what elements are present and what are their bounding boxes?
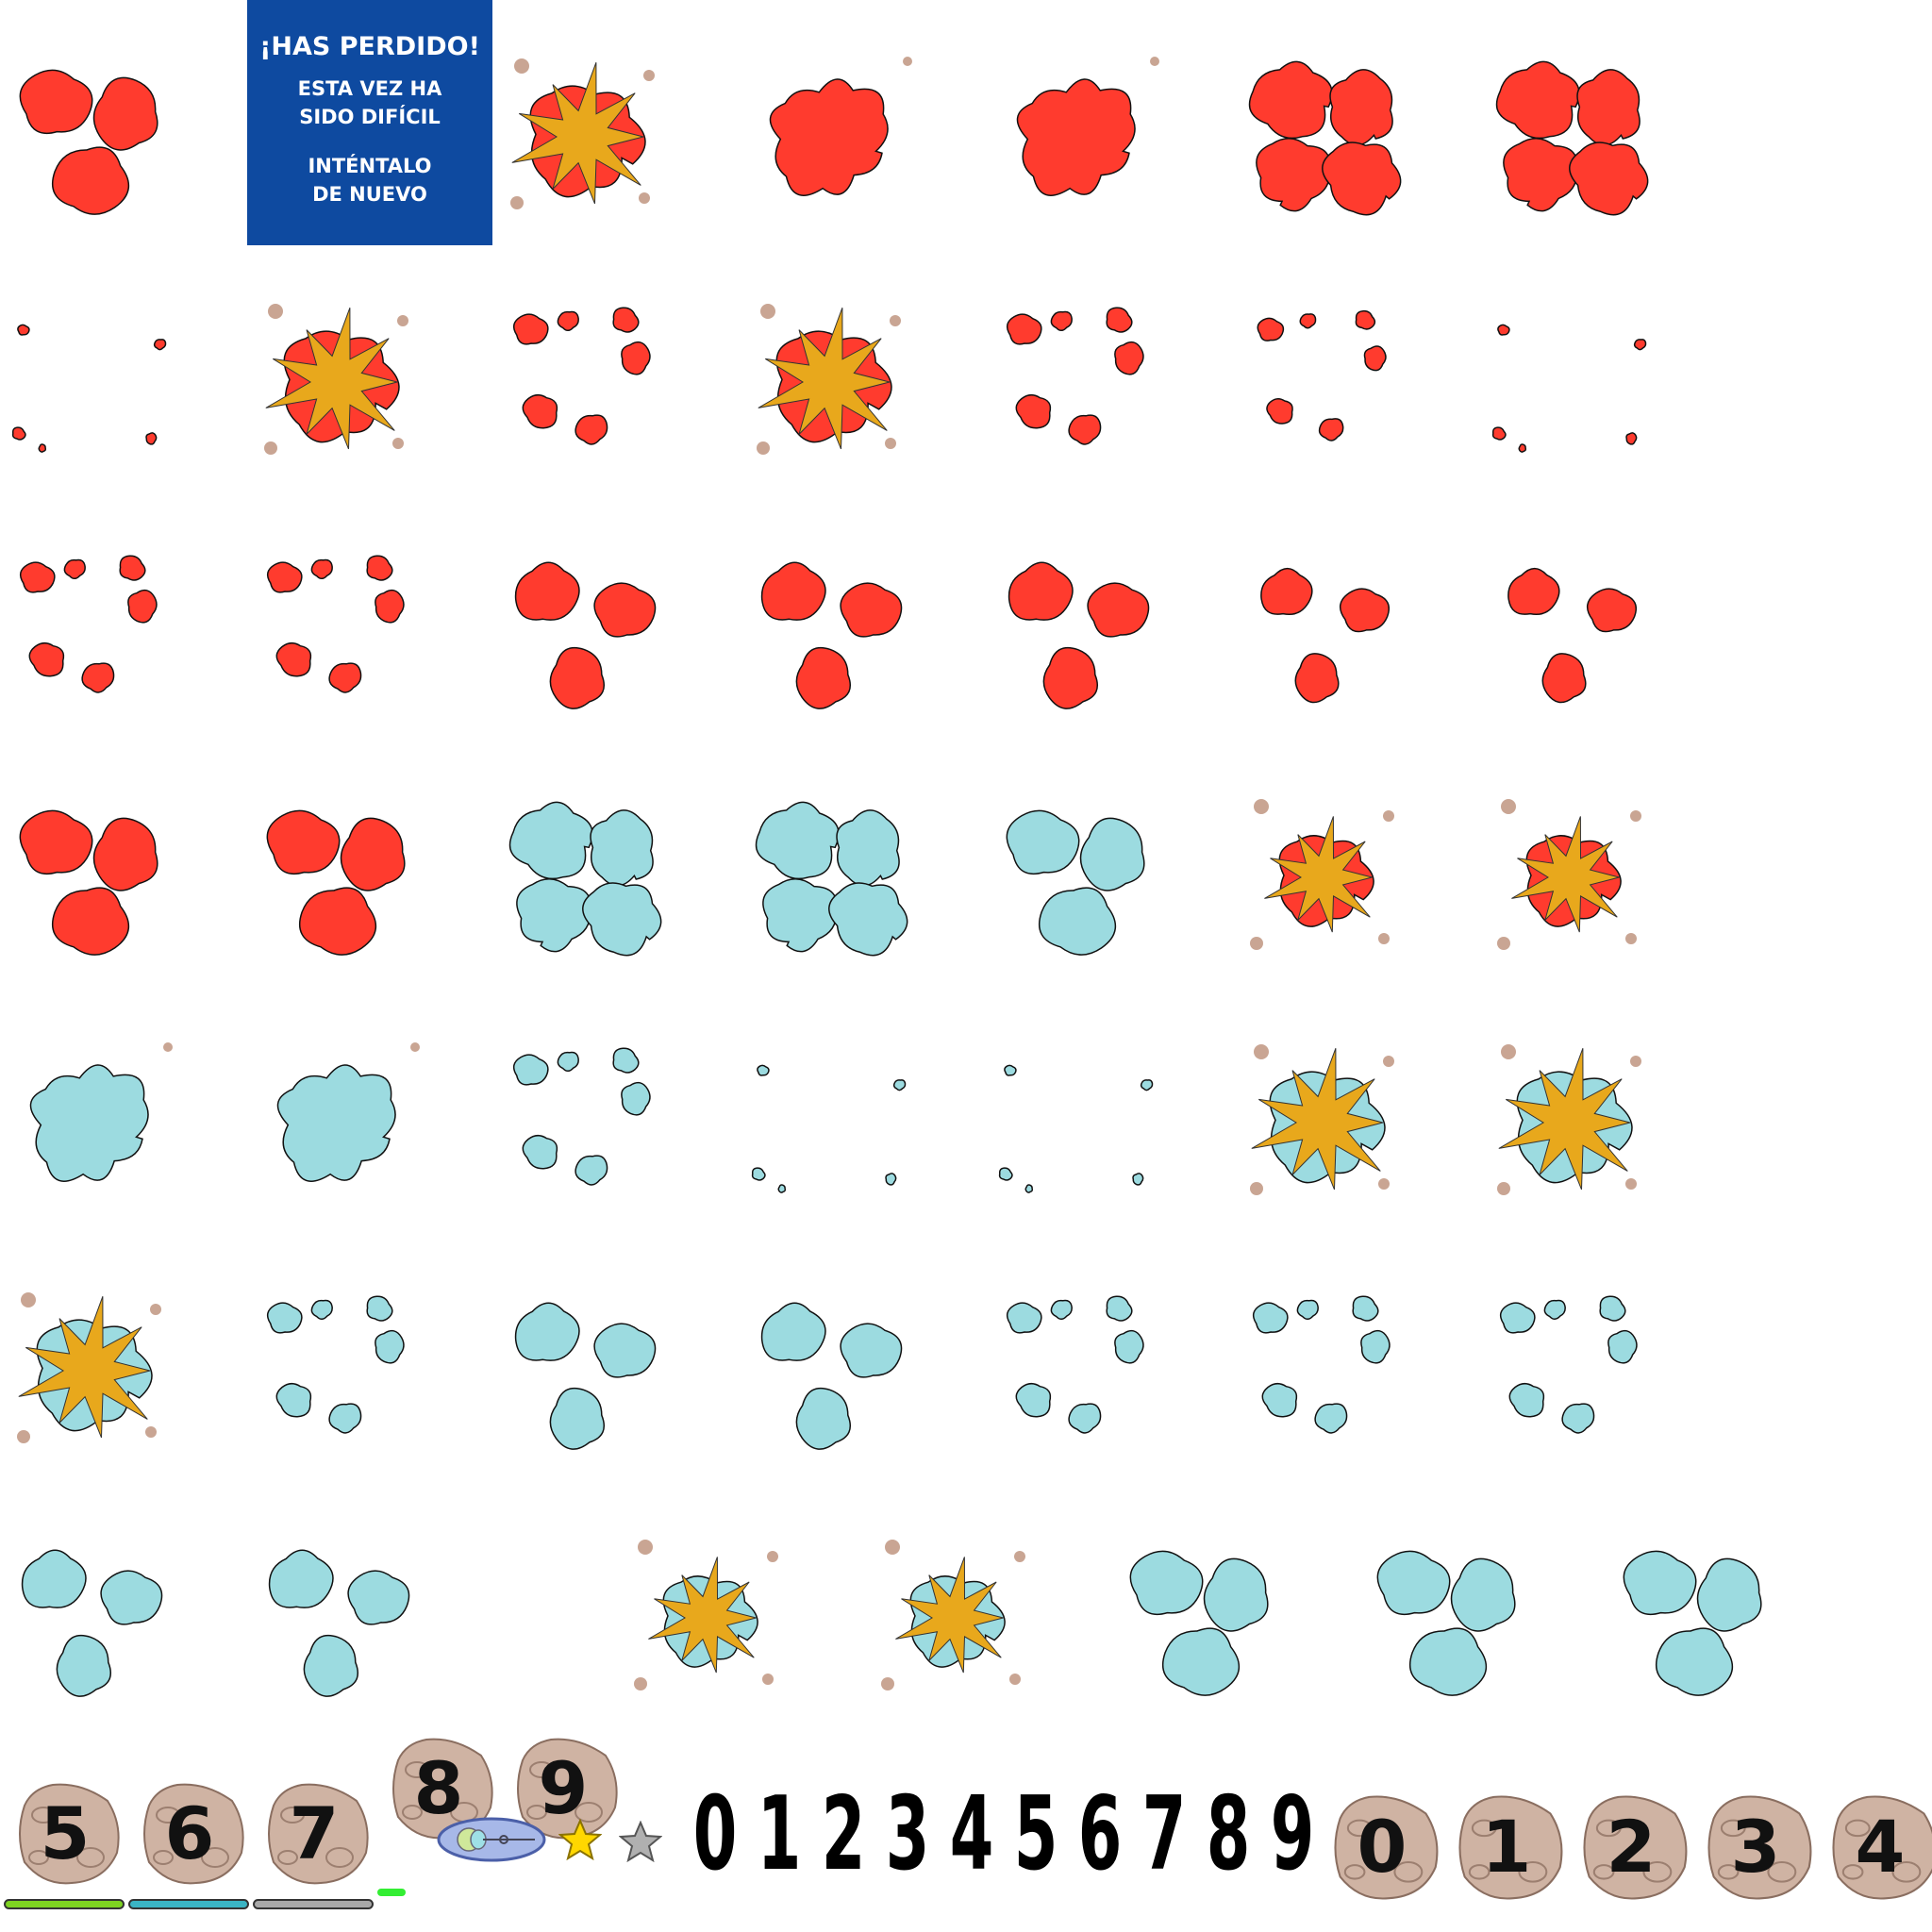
digit-glyph-0: 0 [692,1775,738,1893]
number-rock-6: 6 [130,1777,249,1889]
star-grey-icon [618,1820,663,1863]
digit-glyph-5: 5 [1013,1775,1058,1893]
sprite-red-scatter [987,288,1171,472]
sprite-red-explosion-small [1233,783,1417,967]
sprite-red-burst [247,783,431,967]
digit-glyph-2: 2 [821,1775,866,1893]
banner-line-4: DE NUEVO [312,183,427,206]
rock-digit: 4 [1855,1805,1906,1889]
sprite-blue-quad [740,783,924,967]
sprite-red-scatter [247,536,431,720]
sprite-red-scatter [0,536,184,720]
digit-glyph-4: 4 [949,1775,994,1893]
sprite-blue-explosion [1233,1028,1417,1212]
rock-digit: 5 [40,1790,91,1875]
rock-digit: 6 [164,1790,215,1875]
banner-line-1: ESTA VEZ HA [297,77,442,100]
sprite-red-scatter-small [1233,288,1417,472]
sprite-blue-explosion-small [864,1524,1048,1707]
sprite-red-trio-small [1480,536,1664,720]
sprite-red-explosion [740,288,924,472]
game-over-banner: ¡HAS PERDIDO! ESTA VEZ HA SIDO DIFÍCIL I… [247,0,492,245]
sprite-blue-big [247,1028,431,1212]
sprite-red-explosion-small [1480,783,1664,967]
rock-digit: 3 [1730,1805,1781,1889]
sprite-blue-explosion [1480,1028,1664,1212]
sprite-red-burst [0,783,184,967]
banner-line-3: INTÉNTALO [308,155,432,177]
sprite-blue-scatter [1233,1276,1417,1460]
number-rock-1: 1 [1445,1788,1568,1906]
sprite-blue-big [0,1028,184,1212]
progress-bar-mini [377,1889,406,1896]
sprite-blue-scatter [493,1028,677,1212]
sprite-red-quad [1233,42,1417,226]
sprite-red-trio [493,536,677,720]
sprite-red-trio [987,536,1171,720]
sprite-blue-trio [247,1524,431,1707]
digit-glyph-7: 7 [1141,1775,1187,1893]
rock-digit: 7 [289,1790,340,1875]
sprite-blue-quad [493,783,677,967]
number-rock-4: 4 [1819,1788,1932,1906]
sprite-red-explosion [493,42,677,226]
sprite-blue-burst [1110,1524,1294,1707]
sprite-blue-trio [493,1276,677,1460]
sprite-blue-burst [1604,1524,1788,1707]
sprite-red-scatter [493,288,677,472]
sprite-blue-burst [987,783,1171,967]
sprite-red-trio [740,536,924,720]
sprite-blue-specks [740,1028,924,1212]
rock-digit: 2 [1606,1805,1657,1889]
banner-title: ¡HAS PERDIDO! [259,32,480,61]
sprite-blue-explosion [0,1276,184,1460]
sprite-blue-scatter [987,1276,1171,1460]
rock-digit: 1 [1481,1805,1532,1889]
sprite-red-burst [0,42,184,226]
sprite-red-explosion [247,288,431,472]
sprite-blue-scatter [247,1276,431,1460]
sprite-red-quad [1480,42,1664,226]
rock-digit: 8 [413,1745,464,1830]
number-rock-5: 5 [6,1777,125,1889]
number-rock-7: 7 [255,1777,374,1889]
number-rock-2: 2 [1570,1788,1692,1906]
digit-glyph-9: 9 [1270,1775,1315,1893]
number-rock-3: 3 [1694,1788,1817,1906]
digit-glyph-6: 6 [1077,1775,1123,1893]
sprite-blue-trio [0,1524,184,1707]
sprite-red-big [740,42,924,226]
progress-bar-grey [253,1899,374,1909]
number-rock-8: 8 [379,1732,498,1843]
rock-digit: 9 [538,1745,589,1830]
rock-digit: 0 [1357,1805,1407,1889]
ship-icon [436,1816,547,1863]
progress-bar-green [4,1899,125,1909]
number-rock-9: 9 [504,1732,623,1843]
sprite-blue-scatter [1480,1276,1664,1460]
digit-glyph-3: 3 [885,1775,930,1893]
sprite-blue-specks [987,1028,1171,1212]
sprite-red-specks [1480,288,1664,472]
sprite-red-trio-small [1233,536,1417,720]
digit-glyph-1: 1 [757,1775,802,1893]
sprite-blue-trio [740,1276,924,1460]
banner-line-2: SIDO DIFÍCIL [299,106,441,128]
number-rock-0: 0 [1321,1788,1443,1906]
progress-bar-cyan [128,1899,249,1909]
star-gold-icon [558,1818,603,1861]
sprite-blue-explosion-small [617,1524,801,1707]
sprite-red-specks [0,288,184,472]
sprite-red-big [987,42,1171,226]
digit-glyph-8: 8 [1206,1775,1251,1893]
sprite-blue-burst [1357,1524,1541,1707]
